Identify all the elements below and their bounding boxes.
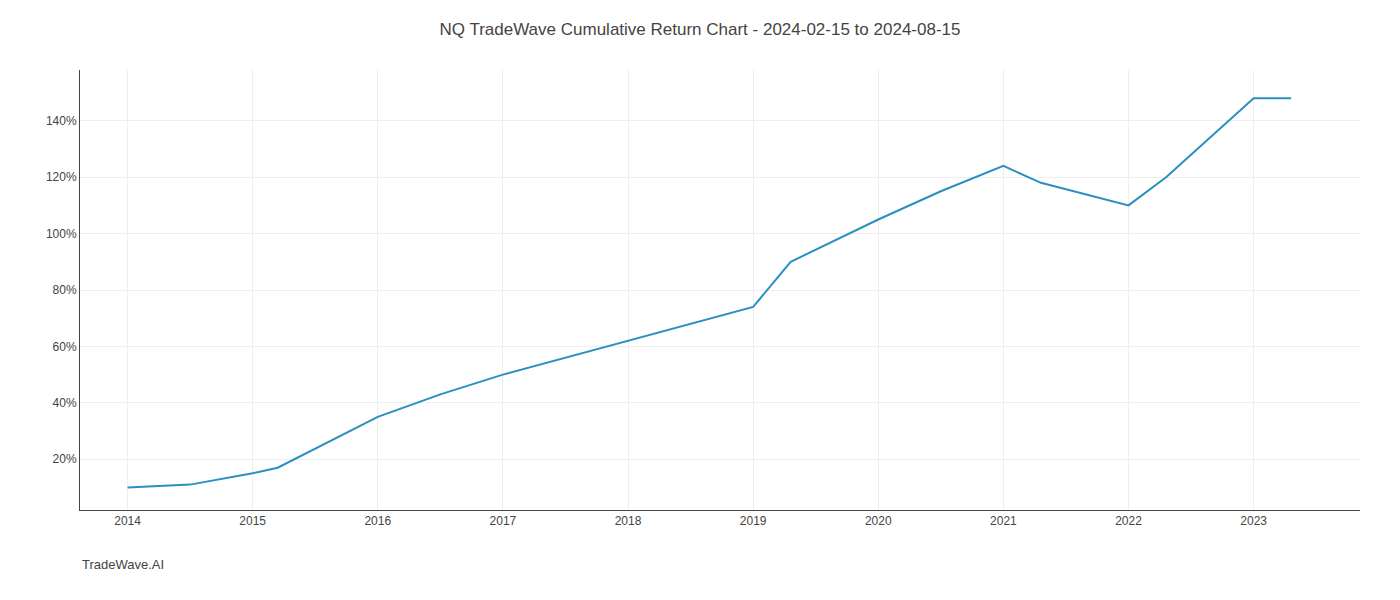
svg-text:20%: 20% — [53, 452, 77, 466]
svg-text:NQ TradeWave Cumulative Return: NQ TradeWave Cumulative Return Chart - 2… — [440, 20, 961, 39]
svg-text:2023: 2023 — [1240, 514, 1267, 528]
svg-text:2018: 2018 — [615, 514, 642, 528]
svg-text:80%: 80% — [53, 283, 77, 297]
svg-text:2019: 2019 — [740, 514, 767, 528]
svg-text:2020: 2020 — [865, 514, 892, 528]
svg-text:2021: 2021 — [990, 514, 1017, 528]
svg-text:2017: 2017 — [490, 514, 517, 528]
svg-text:140%: 140% — [46, 114, 77, 128]
svg-text:40%: 40% — [53, 396, 77, 410]
svg-text:2022: 2022 — [1115, 514, 1142, 528]
svg-text:TradeWave.AI: TradeWave.AI — [82, 557, 164, 572]
svg-text:2016: 2016 — [364, 514, 391, 528]
svg-text:120%: 120% — [46, 170, 77, 184]
svg-text:60%: 60% — [53, 340, 77, 354]
svg-text:100%: 100% — [46, 227, 77, 241]
svg-text:2014: 2014 — [114, 514, 141, 528]
svg-text:2015: 2015 — [239, 514, 266, 528]
